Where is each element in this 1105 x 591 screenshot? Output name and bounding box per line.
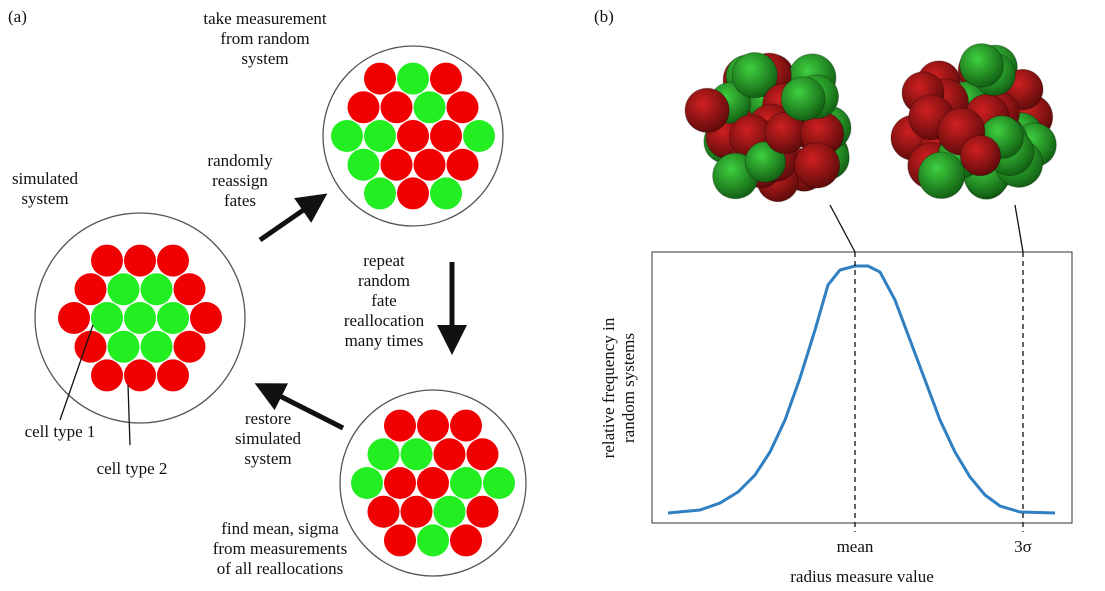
cell [381,91,413,123]
cell [447,91,479,123]
cell [401,438,433,470]
label: cell type 1 [25,422,96,441]
cell [58,302,90,334]
label: reallocation [344,311,425,330]
cell [467,438,499,470]
label: simulated [12,169,79,188]
cell [364,63,396,95]
cell [75,273,107,305]
cell [384,410,416,442]
cell [124,302,156,334]
cell [384,524,416,556]
label: 3σ [1014,537,1032,556]
cell [91,245,123,277]
cell-sphere [960,44,1004,88]
cell [381,149,413,181]
cell [417,467,449,499]
label: restore [245,409,291,428]
cell [467,496,499,528]
cluster-renders [685,44,1056,202]
cell [463,120,495,152]
label: from measurements [213,539,348,558]
cell [351,467,383,499]
label: from random [220,29,309,48]
label: random [358,271,410,290]
label: take measurement [203,9,326,28]
label: fate [371,291,396,310]
label: many times [345,331,424,350]
cell [75,331,107,363]
label: randomly [207,151,273,170]
connector [1015,205,1023,252]
label: random systems [619,333,638,443]
label: cell type 2 [97,459,168,478]
label: of all reallocations [217,559,344,578]
label: repeat [363,251,405,270]
cell [331,120,363,152]
cell [141,273,173,305]
cell [430,177,462,209]
cell [483,467,515,499]
label: radius measure value [790,567,934,586]
cell [417,524,449,556]
cell-sphere [685,88,729,132]
label: mean [837,537,874,556]
connector [830,205,855,252]
label: system [244,449,291,468]
figure: (a)(b)take measurementfrom randomsystems… [0,0,1105,591]
cell [430,120,462,152]
cell [397,63,429,95]
cell [348,149,380,181]
cell [450,467,482,499]
cell [190,302,222,334]
cell [417,410,449,442]
cell [174,273,206,305]
cell [450,524,482,556]
label: simulated [235,429,302,448]
label: (a) [8,7,27,26]
distribution-curve [668,266,1055,513]
plot-frame [652,252,1072,523]
cell [174,331,206,363]
cell [157,359,189,391]
cell [157,302,189,334]
cell [368,438,400,470]
label: (b) [594,7,614,26]
cell [414,91,446,123]
cell [364,177,396,209]
cell [397,120,429,152]
cell [91,302,123,334]
label: relative frequency in [599,317,618,458]
cell-sphere [960,135,1000,175]
cell [397,177,429,209]
cell [124,359,156,391]
label: system [21,189,68,208]
cell [368,496,400,528]
cell-sphere [794,143,839,188]
cell [434,496,466,528]
cell-sphere [918,152,965,199]
label: fates [224,191,256,210]
cell [364,120,396,152]
cell [157,245,189,277]
cell [141,331,173,363]
cell [348,91,380,123]
cell [447,149,479,181]
cell [384,467,416,499]
cell [401,496,433,528]
label: system [241,49,288,68]
cell [414,149,446,181]
cell [430,63,462,95]
cell [450,410,482,442]
cell-sphere [781,77,825,121]
arrow [260,202,315,240]
cell [108,273,140,305]
label: reassign [212,171,268,190]
label: find mean, sigma [221,519,339,538]
cell [124,245,156,277]
cell [91,359,123,391]
cell [108,331,140,363]
cell [434,438,466,470]
